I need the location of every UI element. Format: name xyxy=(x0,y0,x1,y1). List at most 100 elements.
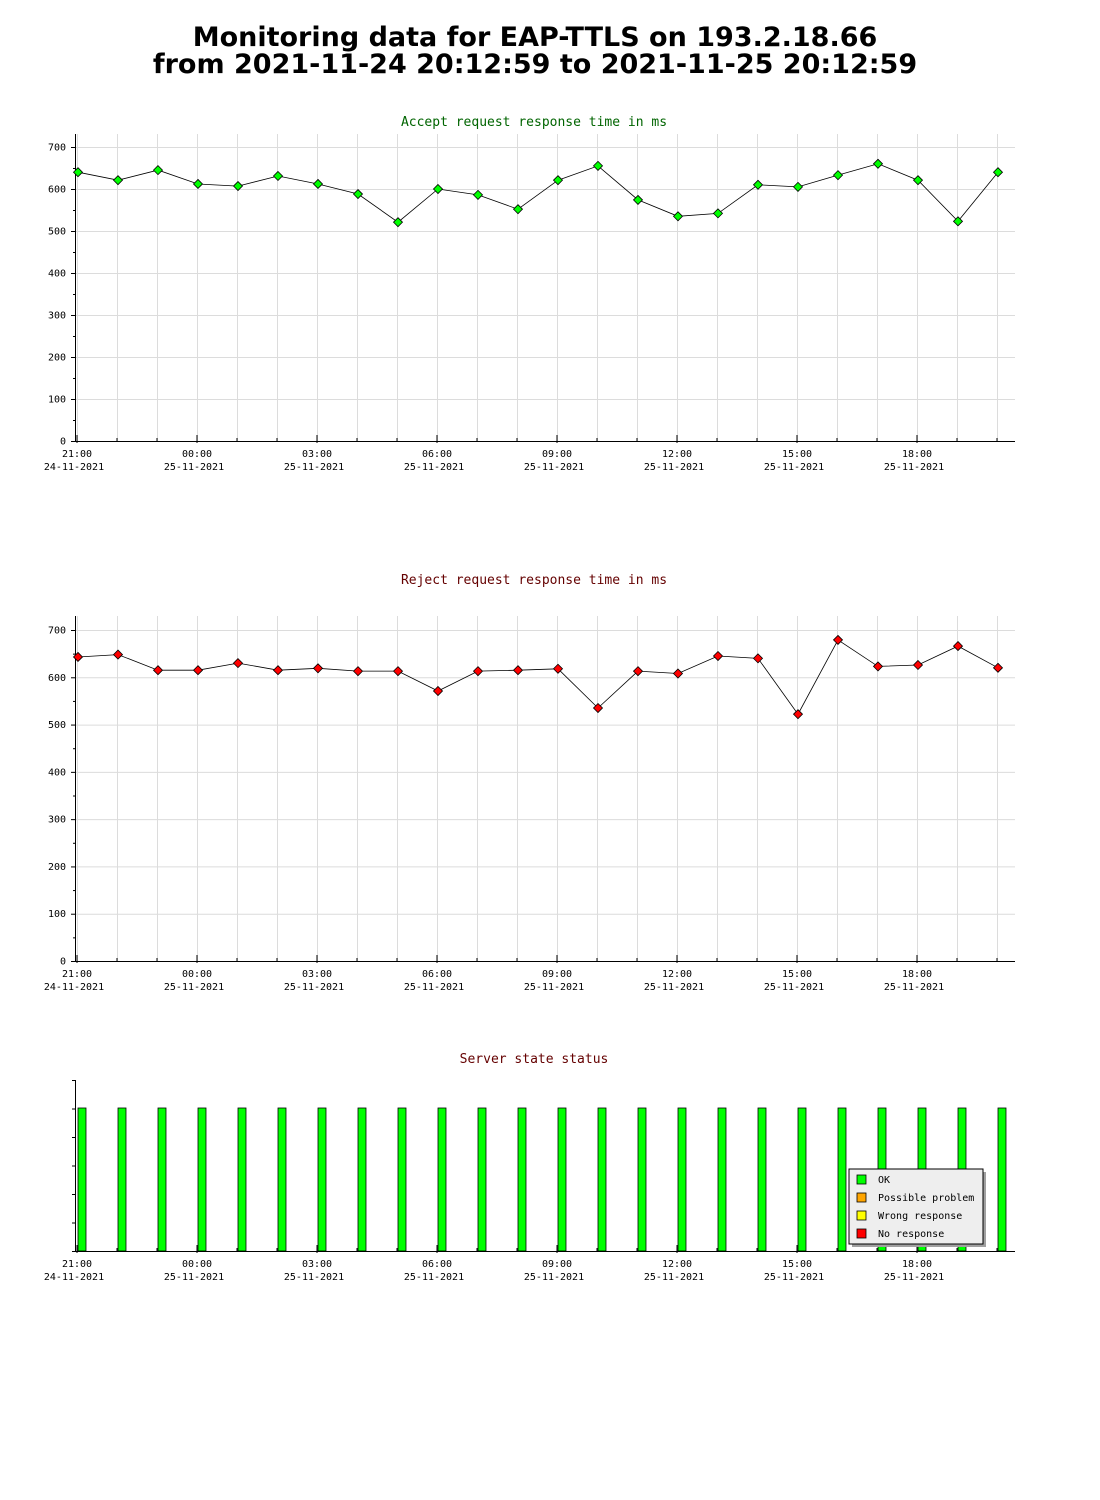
x-tick-label-date: 25-11-2021 xyxy=(524,462,584,473)
x-tick-label-date: 25-11-2021 xyxy=(164,462,224,473)
server-state-status-chart: Server state status 21:00 24-11-2021 00:00 2… xyxy=(44,1052,1015,1283)
legend-box xyxy=(848,1168,984,1245)
x-tick-label-time: 06:00 xyxy=(422,1259,452,1270)
y-tick-label: 300 xyxy=(48,815,66,826)
data-point xyxy=(872,158,884,169)
data-point xyxy=(952,216,964,227)
data-point xyxy=(352,188,364,200)
y-tick-label: 200 xyxy=(48,353,66,364)
x-tick-label-time: 03:00 xyxy=(302,1259,332,1270)
page-title-line1: Monitoring data for EAP-TTLS on 193.2.18… xyxy=(192,22,878,53)
data-point xyxy=(832,170,844,181)
data-point xyxy=(592,160,604,171)
x-tick-label-time: 18:00 xyxy=(902,1259,932,1270)
x-tick-label-time: 09:00 xyxy=(542,1259,572,1270)
status-bar xyxy=(117,1107,127,1252)
reject-response-time-chart: Reject request response time in ms 0 100 20… xyxy=(44,573,1015,993)
legend-swatch xyxy=(856,1174,867,1185)
x-tick-label-time: 18:00 xyxy=(902,969,932,980)
data-point xyxy=(552,663,564,674)
status-bar xyxy=(237,1107,247,1252)
status-bar xyxy=(517,1107,527,1252)
data-point xyxy=(312,663,324,674)
y-tick-label: 600 xyxy=(48,673,66,684)
x-tick-label-date: 25-11-2021 xyxy=(764,1272,824,1283)
x-tick-label-date: 25-11-2021 xyxy=(284,1272,344,1283)
data-point xyxy=(832,634,844,645)
status-bar xyxy=(77,1107,87,1252)
x-tick-label-time: 21:00 xyxy=(62,449,92,460)
x-tick-label-time: 03:00 xyxy=(302,969,332,980)
series-line xyxy=(77,639,999,715)
x-tick-label-date: 25-11-2021 xyxy=(524,1272,584,1283)
y-tick-label: 700 xyxy=(48,626,66,637)
data-point xyxy=(232,180,244,192)
data-point xyxy=(792,709,804,720)
x-tick-label-time: 21:00 xyxy=(62,1259,92,1270)
page-title: Monitoring data for EAP-TTLS on 193.2.18… xyxy=(0,24,1070,78)
x-tick-label-date: 25-11-2021 xyxy=(164,982,224,993)
y-tick-label: 100 xyxy=(48,909,66,920)
chart-title: Server state status xyxy=(460,1052,609,1067)
y-tick-label: 700 xyxy=(48,143,66,154)
status-bar xyxy=(157,1107,167,1252)
x-tick-label-time: 21:00 xyxy=(62,969,92,980)
status-bar xyxy=(837,1107,847,1252)
data-point xyxy=(392,666,404,677)
data-point xyxy=(752,179,764,190)
data-point xyxy=(152,665,164,676)
x-tick-label-time: 00:00 xyxy=(182,449,212,460)
status-bar xyxy=(397,1107,407,1252)
x-tick-label-time: 12:00 xyxy=(662,969,692,980)
x-tick-label-date: 25-11-2021 xyxy=(644,1272,704,1283)
y-tick-label: 400 xyxy=(48,767,66,778)
x-tick-label-time: 18:00 xyxy=(902,449,932,460)
data-point xyxy=(152,165,164,176)
x-tick-label-date: 24-11-2021 xyxy=(44,1272,104,1283)
y-tick-label: 200 xyxy=(48,862,66,873)
data-point xyxy=(872,661,884,672)
x-tick-label-date: 25-11-2021 xyxy=(884,1272,944,1283)
data-point xyxy=(632,666,644,677)
y-tick-label: 0 xyxy=(60,957,66,968)
data-point xyxy=(632,194,644,205)
chart-title: Accept request response time in ms xyxy=(401,115,667,130)
x-tick-label-date: 25-11-2021 xyxy=(404,462,464,473)
x-tick-label-time: 00:00 xyxy=(182,969,212,980)
data-point xyxy=(552,175,564,186)
data-point xyxy=(112,175,124,186)
data-point xyxy=(72,651,84,663)
legend-swatch xyxy=(856,1228,867,1239)
status-bar xyxy=(197,1107,207,1252)
x-tick-label-time: 03:00 xyxy=(302,449,332,460)
y-tick-label: 600 xyxy=(48,185,66,196)
data-point xyxy=(192,178,204,190)
x-tick-label-date: 24-11-2021 xyxy=(44,462,104,473)
status-bar xyxy=(557,1107,567,1252)
status-bar xyxy=(277,1107,287,1252)
status-bar xyxy=(797,1107,807,1252)
x-tick-label-date: 25-11-2021 xyxy=(764,982,824,993)
data-point xyxy=(592,702,604,714)
data-point xyxy=(112,649,124,660)
x-tick-label-time: 00:00 xyxy=(182,1259,212,1270)
page-title-line2: from 2021-11-24 20:12:59 to 2021-11-25 2… xyxy=(152,49,918,80)
x-tick-label-time: 15:00 xyxy=(782,1259,812,1270)
y-tick-label: 500 xyxy=(48,720,66,731)
x-tick-label-time: 06:00 xyxy=(422,969,452,980)
data-point xyxy=(272,170,284,182)
series-line xyxy=(77,163,999,223)
x-tick-label-date: 25-11-2021 xyxy=(404,1272,464,1283)
x-tick-label-time: 15:00 xyxy=(782,449,812,460)
status-bar xyxy=(317,1107,327,1252)
x-tick-label-time: 09:00 xyxy=(542,449,572,460)
x-tick-label-date: 25-11-2021 xyxy=(884,982,944,993)
data-point xyxy=(912,175,924,186)
data-point xyxy=(232,658,244,669)
accept-response-time-chart: Accept request response time in ms 0 100 20… xyxy=(44,115,1015,473)
data-point xyxy=(512,204,524,215)
status-bar xyxy=(677,1107,687,1252)
y-tick-label: 300 xyxy=(48,311,66,322)
data-point xyxy=(352,666,364,677)
